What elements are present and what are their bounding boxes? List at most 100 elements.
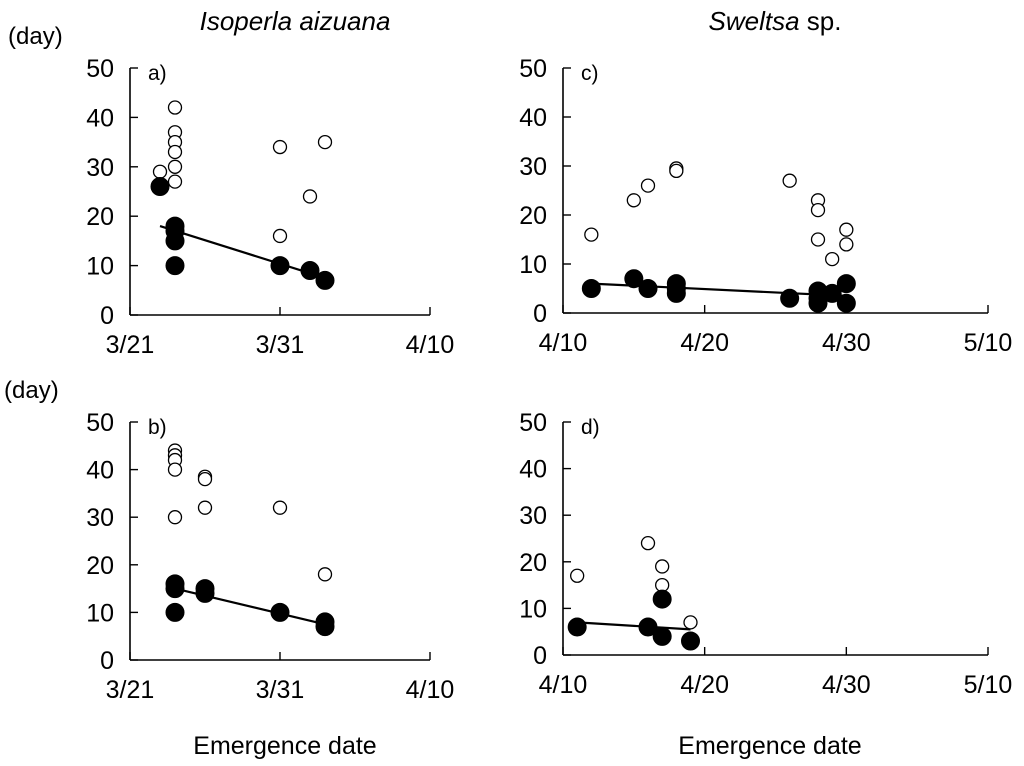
open-data-point: [640, 536, 656, 551]
filled-data-point: [780, 288, 800, 308]
filled-data-point: [300, 261, 320, 281]
filled-data-point: [195, 583, 215, 603]
open-data-point: [626, 193, 641, 208]
filled-data-point: [822, 283, 842, 303]
open-data-point: [317, 134, 333, 150]
open-data-point: [167, 174, 183, 189]
y-tick-label: 50: [86, 55, 114, 83]
trend-line: [577, 621, 691, 631]
x-tick-label: 4/30: [822, 329, 871, 357]
filled-data-point: [808, 293, 828, 313]
open-data-point: [782, 173, 797, 188]
y-tick-label: 10: [86, 599, 114, 627]
open-data-point: [317, 567, 333, 582]
right-species-title: Sweltsa sp.: [709, 6, 842, 36]
x-axis-title-left: Emergence date: [193, 732, 376, 760]
x-tick-label: 3/21: [106, 331, 155, 359]
filled-data-point: [165, 256, 185, 276]
panel-label: b): [148, 416, 167, 439]
open-data-point: [839, 237, 854, 252]
y-tick-label: 50: [519, 55, 547, 83]
y-tick-label: 10: [519, 595, 547, 623]
x-tick-label: 3/31: [256, 676, 305, 704]
filled-data-point: [165, 231, 185, 251]
open-data-point: [669, 163, 684, 179]
filled-data-point: [270, 256, 290, 276]
filled-data-point: [666, 283, 686, 303]
open-data-point: [584, 227, 599, 242]
x-tick-label: 3/21: [106, 676, 155, 704]
open-data-point: [839, 222, 854, 237]
panel-label: d): [581, 416, 600, 439]
panel-label: a): [148, 62, 167, 85]
filled-data-point: [581, 279, 601, 298]
filled-data-point: [315, 270, 335, 290]
x-tick-label: 4/10: [539, 329, 588, 357]
open-data-point: [810, 202, 826, 218]
open-data-point: [152, 164, 168, 179]
x-tick-label: 4/30: [822, 671, 871, 699]
panel-label: c): [581, 62, 599, 85]
y-unit-label-bottom: (day): [4, 377, 59, 404]
y-tick-label: 40: [86, 104, 114, 132]
y-tick-label: 20: [519, 549, 547, 577]
filled-data-point: [652, 589, 672, 609]
y-tick-label: 0: [100, 647, 114, 675]
y-tick-label: 0: [533, 300, 547, 328]
y-tick-label: 10: [519, 251, 547, 279]
y-tick-label: 30: [519, 153, 547, 181]
x-tick-label: 4/20: [680, 671, 729, 699]
y-tick-label: 0: [100, 302, 114, 330]
filled-data-point: [638, 617, 658, 637]
x-tick-label: 4/10: [539, 671, 588, 699]
filled-data-point: [165, 579, 185, 599]
x-tick-label: 4/10: [406, 331, 455, 359]
y-unit-label-top: (day): [8, 23, 63, 50]
open-data-point: [272, 228, 288, 244]
open-data-point: [810, 232, 826, 247]
open-data-point: [640, 178, 656, 193]
panel-a: 0 10 20 30 40 50 3/21 3/31 4/10 a): [86, 55, 454, 359]
filled-data-point: [836, 293, 856, 313]
open-data-point: [825, 251, 840, 267]
filled-data-point: [165, 602, 185, 622]
y-tick-label: 10: [86, 253, 114, 281]
y-tick-label: 30: [86, 154, 114, 182]
y-tick-label: 50: [519, 409, 547, 437]
x-tick-label: 5/10: [964, 329, 1013, 357]
open-data-point: [570, 568, 585, 583]
open-data-point: [197, 471, 213, 487]
open-data-point: [197, 500, 213, 515]
open-data-point: [272, 139, 288, 155]
y-tick-label: 20: [519, 202, 547, 230]
x-tick-label: 4/10: [406, 676, 455, 704]
filled-data-point: [836, 274, 856, 294]
y-tick-label: 40: [519, 104, 547, 132]
panel-b: 0 10 20 30 40 50 3/21 3/31 4/10 b): [86, 409, 454, 704]
x-tick-label: 4/20: [680, 329, 729, 357]
panels: 0 10 20 30 40 50 3/21 3/31 4/10 a) 0 10 20 30 40 50 3/21…: [86, 55, 1012, 704]
x-axis-title-right: Emergence date: [678, 732, 861, 760]
open-data-point: [272, 500, 288, 515]
open-data-point: [655, 559, 670, 574]
open-data-point: [302, 189, 318, 204]
y-tick-label: 20: [86, 552, 114, 580]
filled-data-point: [150, 177, 170, 197]
left-species-title: Isoperla aizuana: [200, 6, 391, 36]
panel-d: 0 10 20 30 40 50 4/10 4/20 4/30 5/10 d): [519, 409, 1012, 699]
y-tick-label: 30: [519, 502, 547, 530]
y-tick-label: 0: [533, 642, 547, 670]
y-tick-label: 40: [86, 457, 114, 485]
filled-data-point: [567, 617, 587, 637]
y-tick-label: 50: [86, 409, 114, 437]
filled-data-point: [652, 626, 672, 646]
filled-data-point: [681, 631, 700, 651]
panel-c: 0 10 20 30 40 50 4/10 4/20 4/30 5/10 c): [519, 55, 1012, 357]
y-tick-label: 20: [86, 203, 114, 231]
open-data-point: [167, 144, 183, 160]
filled-data-point: [315, 617, 335, 637]
filled-data-point: [270, 602, 290, 622]
trend-line: [159, 225, 326, 279]
open-data-point: [167, 462, 183, 477]
